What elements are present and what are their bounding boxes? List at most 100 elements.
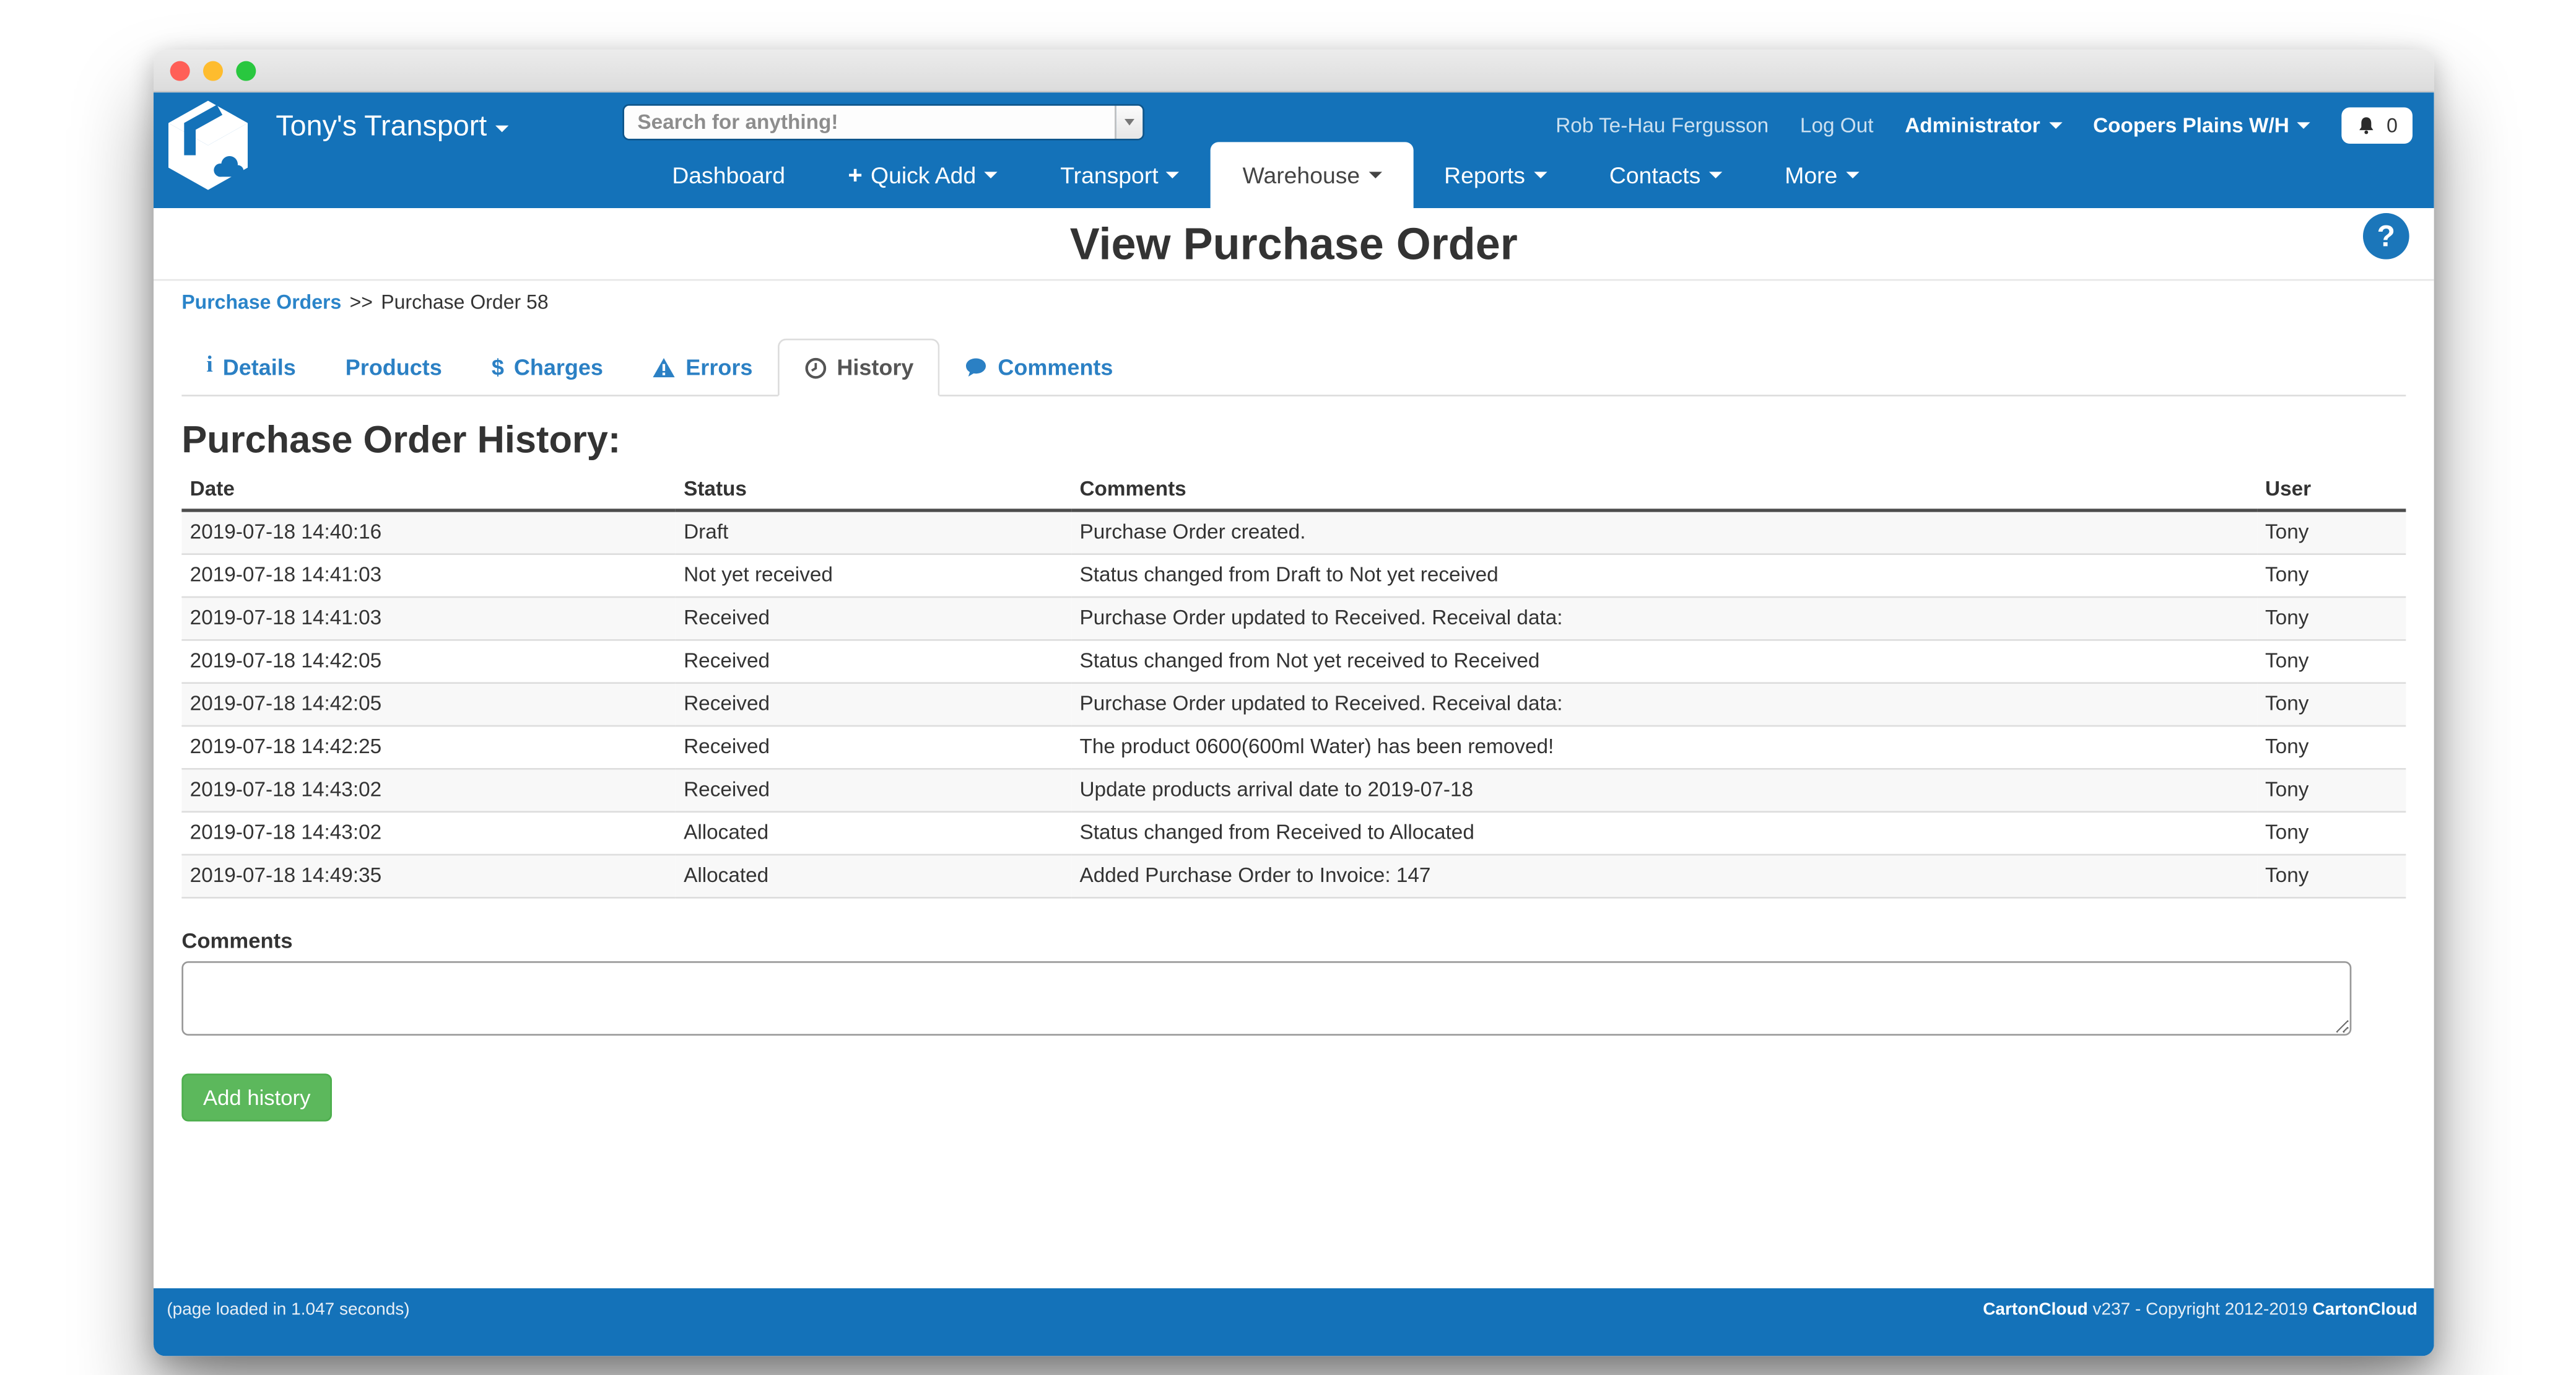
role-dropdown[interactable]: Administrator <box>1905 114 2061 137</box>
notification-count: 0 <box>2387 114 2398 137</box>
tab-comments[interactable]: Comments <box>940 339 1138 395</box>
main-menu: Dashboard +Quick Add Transport Warehouse… <box>641 142 1891 208</box>
tab-label: Products <box>346 354 442 379</box>
menu-label: Warehouse <box>1243 162 1360 188</box>
menu-label: More <box>1785 162 1837 188</box>
global-search <box>622 104 1144 141</box>
table-row: 2019-07-18 14:41:03ReceivedPurchase Orde… <box>181 596 2406 639</box>
brand-menu[interactable]: Tony's Transport <box>276 109 508 144</box>
search-dropdown-button[interactable] <box>1115 106 1142 139</box>
cell-date: 2019-07-18 14:42:05 <box>181 639 675 682</box>
cell-status: Received <box>676 639 1071 682</box>
cell-comments: Purchase Order updated to Received. Rece… <box>1071 596 2257 639</box>
menu-label: Contacts <box>1609 162 1700 188</box>
cell-user: Tony <box>2257 596 2406 639</box>
cell-user: Tony <box>2257 854 2406 897</box>
menu-label: Reports <box>1444 162 1525 188</box>
tab-label: Details <box>223 354 296 379</box>
tab-label: Charges <box>514 354 603 379</box>
app-window: Tony's Transport Rob Te-Hau Fergusson Lo… <box>154 50 2434 1356</box>
comments-textarea[interactable] <box>181 961 2351 1035</box>
table-row: 2019-07-18 14:43:02ReceivedUpdate produc… <box>181 768 2406 811</box>
tab-bar: i Details Products $ Charges Errors Histor… <box>181 339 2406 396</box>
warehouse-dropdown[interactable]: Coopers Plains W/H <box>2093 114 2310 137</box>
menu-item-reports[interactable]: Reports <box>1413 142 1578 208</box>
warehouse-label: Coopers Plains W/H <box>2093 114 2289 137</box>
menu-label: Dashboard <box>672 162 785 188</box>
tab-details[interactable]: i Details <box>181 339 320 395</box>
dollar-icon: $ <box>492 354 504 379</box>
help-icon[interactable]: ? <box>2363 213 2409 260</box>
caret-down-icon <box>2297 122 2310 129</box>
table-row: 2019-07-18 14:41:03Not yet receivedStatu… <box>181 553 2406 596</box>
column-header-user: User <box>2257 473 2406 510</box>
caret-down-icon <box>1846 172 1859 178</box>
table-row: 2019-07-18 14:40:16DraftPurchase Order c… <box>181 510 2406 553</box>
tab-history[interactable]: History <box>777 339 940 396</box>
column-header-status: Status <box>676 473 1071 510</box>
user-name-link[interactable]: Rob Te-Hau Fergusson <box>1556 114 1769 137</box>
add-history-button[interactable]: Add history <box>181 1073 332 1120</box>
cell-comments: Update products arrival date to 2019-07-… <box>1071 768 2257 811</box>
caret-down-icon <box>1709 172 1722 178</box>
navbar: Tony's Transport Rob Te-Hau Fergusson Lo… <box>154 92 2434 208</box>
tab-products[interactable]: Products <box>321 339 467 395</box>
table-row: 2019-07-18 14:42:05ReceivedStatus change… <box>181 639 2406 682</box>
tab-errors[interactable]: Errors <box>628 339 777 395</box>
window-close-button[interactable] <box>170 60 190 80</box>
breadcrumb: Purchase Orders>>Purchase Order 58 <box>181 290 2406 320</box>
info-icon: i <box>206 354 212 380</box>
cell-comments: Purchase Order created. <box>1071 510 2257 553</box>
table-header-row: Date Status Comments User <box>181 473 2406 510</box>
section-heading: Purchase Order History: <box>181 418 2406 463</box>
page-header: View Purchase Order ? <box>154 208 2434 281</box>
menu-item-more[interactable]: More <box>1754 142 1891 208</box>
cell-status: Allocated <box>676 854 1071 897</box>
menu-item-quick-add[interactable]: +Quick Add <box>817 142 1029 208</box>
window-minimize-button[interactable] <box>203 60 223 80</box>
tab-label: History <box>837 355 913 380</box>
cell-user: Tony <box>2257 510 2406 553</box>
caret-down-icon <box>1125 119 1134 126</box>
menu-item-dashboard[interactable]: Dashboard <box>641 142 817 208</box>
caret-down-icon <box>2048 122 2061 129</box>
cell-date: 2019-07-18 14:40:16 <box>181 510 675 553</box>
footer-version-text: v237 - Copyright 2012-2019 <box>2088 1300 2313 1320</box>
tab-charges[interactable]: $ Charges <box>467 339 628 395</box>
cell-user: Tony <box>2257 725 2406 768</box>
warning-icon <box>653 356 676 378</box>
menu-label: Transport <box>1060 162 1158 188</box>
cell-comments: Status changed from Received to Allocate… <box>1071 811 2257 853</box>
comments-label: Comments <box>181 927 2406 952</box>
window-titlebar <box>154 50 2434 92</box>
menu-item-transport[interactable]: Transport <box>1029 142 1211 208</box>
cell-user: Tony <box>2257 768 2406 811</box>
notifications-button[interactable]: 0 <box>2342 107 2413 144</box>
table-row: 2019-07-18 14:42:05ReceivedPurchase Orde… <box>181 682 2406 725</box>
window-zoom-button[interactable] <box>236 60 256 80</box>
cell-date: 2019-07-18 14:43:02 <box>181 768 675 811</box>
bell-icon <box>2357 116 2377 136</box>
caret-down-icon <box>1368 172 1382 178</box>
search-input[interactable] <box>624 106 1115 139</box>
breadcrumb-purchase-orders-link[interactable]: Purchase Orders <box>181 290 341 313</box>
breadcrumb-current: Purchase Order 58 <box>381 290 548 313</box>
table-row: 2019-07-18 14:43:02AllocatedStatus chang… <box>181 811 2406 853</box>
navbar-user-area: Rob Te-Hau Fergusson Log Out Administrat… <box>1556 107 2413 144</box>
cell-date: 2019-07-18 14:41:03 <box>181 553 675 596</box>
menu-item-contacts[interactable]: Contacts <box>1578 142 1753 208</box>
footer-brand: CartonCloud <box>1983 1300 2088 1320</box>
cell-comments: The product 0600(600ml Water) has been r… <box>1071 725 2257 768</box>
cell-date: 2019-07-18 14:42:05 <box>181 682 675 725</box>
footer: (page loaded in 1.047 seconds) CartonClo… <box>154 1288 2434 1356</box>
menu-item-warehouse[interactable]: Warehouse <box>1211 142 1413 208</box>
table-row: 2019-07-18 14:42:25ReceivedThe product 0… <box>181 725 2406 768</box>
log-out-link[interactable]: Log Out <box>1800 114 1874 137</box>
cell-comments: Status changed from Draft to Not yet rec… <box>1071 553 2257 596</box>
cell-comments: Status changed from Not yet received to … <box>1071 639 2257 682</box>
comment-icon <box>965 356 988 378</box>
caret-down-icon <box>1167 172 1180 178</box>
cell-user: Tony <box>2257 682 2406 725</box>
clock-icon <box>804 356 827 379</box>
column-header-date: Date <box>181 473 675 510</box>
